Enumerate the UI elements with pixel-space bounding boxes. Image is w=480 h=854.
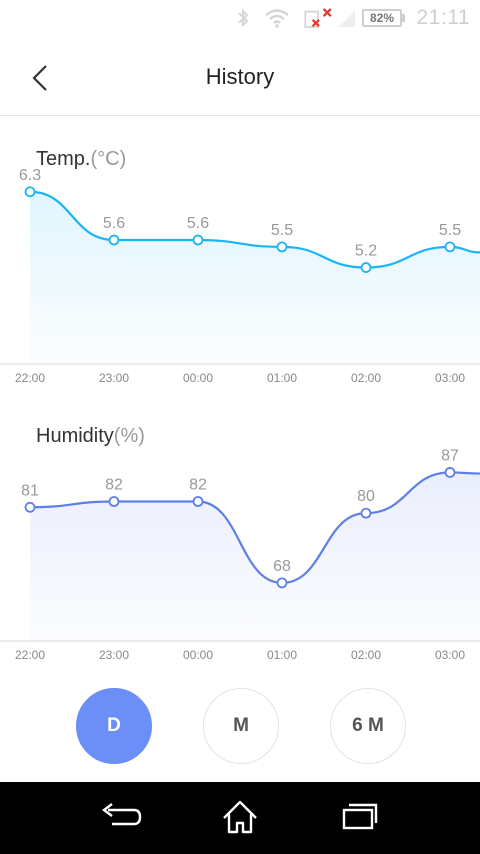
signal-icon bbox=[339, 11, 355, 27]
temp-data-label: 6.3 bbox=[19, 167, 41, 184]
temp-data-label: 5.5 bbox=[439, 222, 461, 239]
temp-tick-label: 00:00 bbox=[183, 371, 213, 385]
battery-level: 82% bbox=[369, 11, 395, 25]
humidity-tick-label: 03:00 bbox=[435, 648, 465, 662]
range-day-button[interactable]: D bbox=[76, 688, 152, 764]
temp-tick-label: 02:00 bbox=[351, 371, 381, 385]
temperature-chart: Temp.(°C) 6.3 22:00 5.6 23:00 5.6 00:00 5.5 01:… bbox=[0, 138, 480, 388]
temp-point bbox=[24, 186, 36, 198]
system-nav-bar bbox=[0, 782, 480, 854]
bluetooth-icon bbox=[238, 8, 249, 28]
humidity-point bbox=[360, 507, 372, 519]
temp-data-label: 5.2 bbox=[355, 243, 377, 260]
temperature-chart-title: Temp.(°C) bbox=[36, 148, 126, 171]
back-button[interactable] bbox=[20, 58, 60, 98]
page-title: History bbox=[205, 64, 275, 89]
temp-point bbox=[276, 241, 288, 253]
home-icon bbox=[223, 800, 257, 834]
humidity-chart-title-text: Humidity bbox=[36, 425, 114, 447]
humidity-data-label: 80 bbox=[357, 488, 375, 505]
battery-tip bbox=[402, 14, 405, 22]
humidity-point bbox=[24, 501, 36, 513]
humidity-chart: Humidity(%) 81 22:00 82 23:00 82 00:00 68 01:00… bbox=[0, 415, 480, 665]
humidity-point bbox=[444, 467, 456, 478]
humidity-area bbox=[30, 472, 480, 641]
range-six-month-button[interactable]: 6 M bbox=[330, 688, 406, 764]
temperature-unit: (°C) bbox=[90, 148, 127, 170]
recent-apps-icon bbox=[342, 803, 378, 830]
range-selector: D M 6 M bbox=[0, 680, 480, 780]
sim-no-signal-icon bbox=[304, 8, 332, 28]
clock: 21:11 bbox=[416, 6, 470, 29]
back-icon bbox=[102, 803, 142, 826]
temp-data-label: 5.6 bbox=[103, 215, 125, 232]
temp-tick-label: 01:00 bbox=[267, 371, 297, 385]
temp-point bbox=[444, 241, 456, 253]
humidity-tick-label: 00:00 bbox=[183, 648, 213, 662]
humidity-chart-title: Humidity(%) bbox=[36, 425, 145, 448]
humidity-chart-plot: 81 22:00 82 23:00 82 00:00 68 01:00 80 02:00 87 03:… bbox=[0, 447, 480, 662]
humidity-data-label: 68 bbox=[273, 558, 291, 575]
range-month-button[interactable]: M bbox=[203, 688, 279, 764]
humidity-tick-label: 01:00 bbox=[267, 648, 297, 662]
temp-point bbox=[192, 234, 204, 246]
temp-area bbox=[30, 191, 480, 364]
app-header: History bbox=[0, 36, 480, 116]
humidity-point bbox=[192, 496, 204, 507]
battery-indicator: 82% bbox=[362, 9, 402, 27]
temp-tick-label: 23:00 bbox=[99, 371, 129, 385]
temp-tick-label: 22:00 bbox=[15, 371, 45, 385]
humidity-data-label: 82 bbox=[189, 477, 207, 494]
temperature-chart-plot: 6.3 22:00 5.6 23:00 5.6 00:00 5.5 01:00 5.2 02:00… bbox=[0, 167, 480, 385]
status-bar: 82% 21:11 bbox=[0, 0, 480, 36]
nav-recent-apps-button[interactable] bbox=[330, 796, 390, 840]
humidity-data-label: 87 bbox=[441, 447, 459, 464]
chevron-left-icon bbox=[32, 65, 47, 91]
wifi-icon bbox=[265, 9, 289, 28]
temp-point bbox=[108, 234, 120, 246]
nav-back-button[interactable] bbox=[90, 796, 150, 840]
humidity-unit: (%) bbox=[113, 425, 145, 447]
humidity-tick-label: 22:00 bbox=[15, 648, 45, 662]
temperature-chart-title-text: Temp. bbox=[36, 148, 91, 170]
temp-point bbox=[360, 262, 372, 273]
humidity-point bbox=[276, 577, 288, 589]
temp-tick-label: 03:00 bbox=[435, 371, 465, 385]
temp-data-label: 5.5 bbox=[271, 222, 293, 239]
humidity-tick-label: 23:00 bbox=[99, 648, 129, 662]
humidity-data-label: 81 bbox=[21, 482, 39, 499]
humidity-point bbox=[108, 496, 120, 507]
humidity-tick-label: 02:00 bbox=[351, 648, 381, 662]
nav-home-button[interactable] bbox=[210, 796, 270, 840]
temp-data-label: 5.6 bbox=[187, 215, 209, 232]
humidity-data-label: 82 bbox=[105, 477, 123, 494]
